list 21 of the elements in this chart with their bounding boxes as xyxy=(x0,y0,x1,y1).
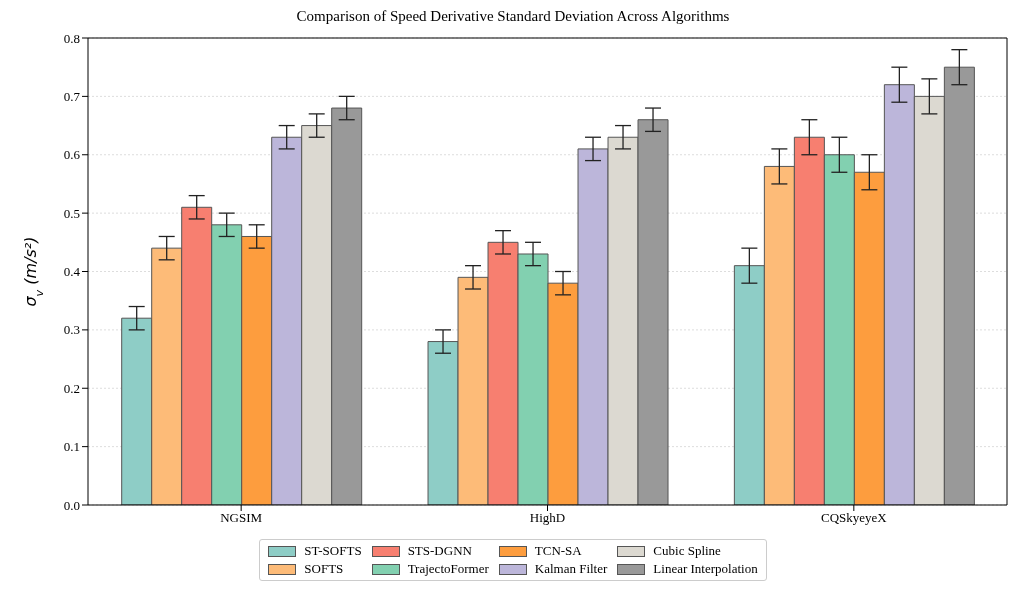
legend-label: SOFTS xyxy=(304,561,344,577)
y-tick-label: 0.7 xyxy=(63,88,81,104)
legend-label: Cubic Spline xyxy=(653,543,721,559)
x-tick-label: HighD xyxy=(529,510,566,526)
legend-label: Linear Interpolation xyxy=(653,561,758,577)
legend-label: STS-DGNN xyxy=(407,543,472,559)
y-tick-label: 0.6 xyxy=(63,147,81,163)
legend-label: ST-SOFTS xyxy=(304,543,362,559)
chart-title: Comparison of Speed Derivative Standard Deviation Across Algorithms xyxy=(295,8,731,25)
y-tick-label: 0.8 xyxy=(63,30,80,46)
y-tick-label: 0.5 xyxy=(63,205,80,221)
x-tick-label: CQSkyeyeX xyxy=(820,510,888,526)
y-tick-label: 0.4 xyxy=(63,264,81,280)
x-tick-label: NGSIM xyxy=(220,510,263,526)
legend-label: TCN-SA xyxy=(534,543,582,559)
y-tick-label: 0.2 xyxy=(63,380,80,396)
y-tick-label: 0.0 xyxy=(63,497,80,513)
legend-label: Kalman Filter xyxy=(534,561,608,577)
y-tick-label: 0.1 xyxy=(63,439,80,455)
y-tick-label: 0.3 xyxy=(63,322,80,338)
legend-label: TrajectoFormer xyxy=(407,561,489,577)
